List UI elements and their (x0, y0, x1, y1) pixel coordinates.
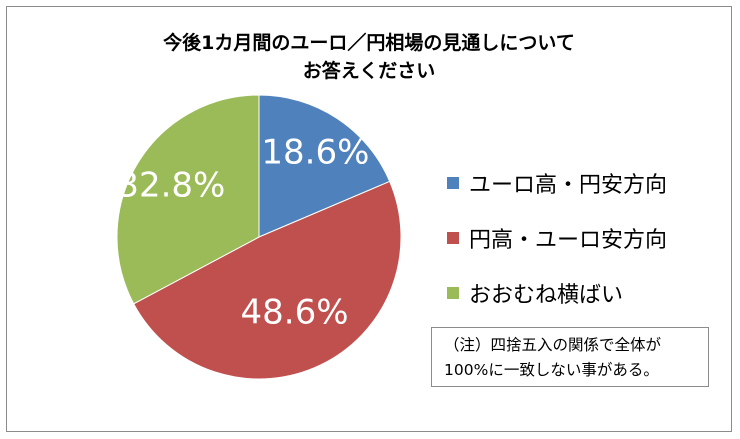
legend-label-yen-up: 円高・ユーロ安方向 (469, 228, 668, 253)
chart-frame: 今後1カ月間のユーロ／円相場の見通しについて お答えください 18.6% 48.6… (6, 6, 732, 432)
chart-title: 今後1カ月間のユーロ／円相場の見通しについて お答えください (7, 29, 731, 85)
pie-label-yen-up: 48.6% (241, 292, 349, 332)
chart-title-line-1: 今後1カ月間のユーロ／円相場の見通しについて (163, 32, 575, 54)
pie-slice-euro-up (258, 94, 391, 238)
legend-label-euro-up: ユーロ高・円安方向 (469, 173, 668, 198)
pie-chart: 18.6% 48.6% 32.8% (116, 94, 402, 380)
legend-swatch-yen-up (447, 232, 459, 244)
note-line-2: 100%に一致しない事がある。 (444, 361, 659, 379)
legend-item-flat: おおむね横ばい (447, 281, 667, 308)
legend-item-yen-up: 円高・ユーロ安方向 (447, 226, 667, 253)
chart-title-line-2: お答えください (302, 60, 436, 82)
note-box: （注）四捨五入の関係で全体が 100%に一致しない事がある。 (431, 327, 709, 387)
legend-label-flat: おおむね横ばい (469, 283, 624, 308)
legend-swatch-euro-up (447, 177, 459, 189)
legend-item-euro-up: ユーロ高・円安方向 (447, 171, 667, 198)
pie-slice-yen-up (133, 180, 402, 380)
pie-label-flat: 32.8% (117, 165, 225, 205)
note-line-1: （注）四捨五入の関係で全体が (444, 336, 662, 354)
pie-slice-flat (116, 94, 260, 305)
pie-label-euro-up: 18.6% (261, 133, 369, 173)
legend-swatch-flat (447, 287, 459, 299)
legend: ユーロ高・円安方向 円高・ユーロ安方向 おおむね横ばい (447, 171, 667, 336)
